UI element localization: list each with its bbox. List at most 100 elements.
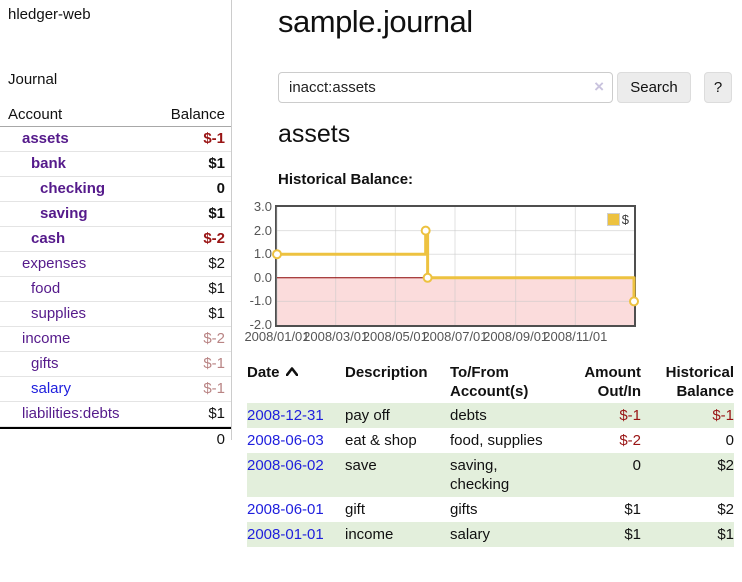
chart-canvas [272, 207, 639, 325]
accounts-header-account: Account [8, 106, 63, 123]
legend-swatch-icon [606, 213, 620, 226]
transaction-date-link[interactable]: 2008-06-01 [247, 501, 324, 518]
account-balance: $-2 [203, 230, 225, 247]
transaction-balance: 0 [725, 432, 734, 449]
y-axis-tick-label: -1.0 [249, 293, 272, 309]
account-row: salary $-1 [0, 377, 231, 402]
historical-balance-chart: $ [272, 205, 639, 327]
account-balance: $1 [208, 305, 225, 322]
account-link[interactable]: income [22, 330, 71, 347]
transaction-description: income [345, 526, 394, 543]
chart-legend: $ [606, 212, 629, 227]
transaction-row: 2008-06-02 save saving, checking 0 $2 [247, 453, 734, 497]
transaction-description: save [345, 457, 377, 474]
account-link[interactable]: saving [40, 205, 88, 222]
legend-label: $ [621, 212, 629, 227]
account-row: food $1 [0, 277, 231, 302]
search-button[interactable]: Search [617, 72, 691, 103]
account-link[interactable]: gifts [31, 355, 59, 372]
x-axis-tick-label: 2008/05/01 [362, 329, 428, 344]
clear-search-icon[interactable]: × [594, 77, 604, 96]
transaction-balance: $-1 [712, 407, 734, 424]
column-header-amount: Amount Out/In [584, 364, 641, 400]
search-input-wrap: × [278, 72, 613, 103]
account-link[interactable]: bank [31, 155, 67, 172]
transaction-balance: $2 [717, 457, 734, 474]
transaction-accounts: debts [450, 407, 487, 424]
transaction-description: pay off [345, 407, 390, 424]
account-row: saving $1 [0, 202, 231, 227]
y-axis-tick-label: 1.0 [253, 246, 272, 262]
account-link[interactable]: supplies [31, 305, 87, 322]
transaction-balance: $1 [717, 526, 734, 543]
account-link[interactable]: cash [31, 230, 66, 247]
column-header-balance: Historical Balance [665, 364, 734, 400]
register-table: Date Description To/From Account(s) Amou… [247, 363, 734, 547]
account-row: income $-2 [0, 327, 231, 352]
account-link[interactable]: expenses [22, 255, 87, 272]
account-row: liabilities:debts $1 [0, 402, 231, 427]
transaction-amount: 0 [632, 457, 641, 474]
accounts-header-balance: Balance [170, 106, 225, 123]
chart-title: Historical Balance: [278, 171, 414, 188]
transaction-amount: $-1 [619, 407, 641, 424]
x-axis-tick-label: 2008/09/01 [483, 329, 549, 344]
account-link[interactable]: assets [22, 130, 69, 147]
transaction-date-link[interactable]: 2008-12-31 [247, 407, 324, 424]
accounts-table-header: Account Balance [0, 102, 231, 127]
account-row: cash $-2 [0, 227, 231, 252]
account-balance: $-1 [203, 380, 225, 397]
help-button[interactable]: ? [704, 72, 732, 103]
transaction-accounts: food, supplies [450, 432, 543, 449]
account-balance: $1 [208, 205, 225, 222]
transaction-description: gift [345, 501, 366, 518]
page-title: sample.journal [278, 4, 473, 39]
accounts-total-row: 0 [0, 427, 231, 449]
column-header-account: To/From Account(s) [450, 364, 529, 400]
account-heading: assets [278, 120, 351, 148]
column-header-date[interactable]: Date [247, 363, 345, 401]
account-link[interactable]: salary [31, 380, 72, 397]
y-axis-tick-label: 3.0 [253, 199, 272, 214]
transaction-amount: $1 [624, 526, 641, 543]
accounts-total-value: 0 [216, 431, 225, 448]
transaction-description: eat & shop [345, 432, 417, 449]
transaction-accounts: gifts [450, 501, 478, 518]
account-balance: 0 [216, 180, 225, 197]
transaction-date-link[interactable]: 2008-06-02 [247, 457, 324, 474]
account-balance: $-2 [203, 330, 225, 347]
account-balance: $1 [208, 155, 225, 172]
accounts-table: Account Balance assets $-1 bank $1 checking 0… [0, 102, 231, 449]
account-balance: $2 [208, 255, 225, 272]
account-row: expenses $2 [0, 252, 231, 277]
account-row: checking 0 [0, 177, 231, 202]
column-header-description: Description [345, 364, 428, 381]
account-balance: $1 [208, 280, 225, 297]
account-row: bank $1 [0, 152, 231, 177]
transaction-date-link[interactable]: 2008-06-03 [247, 432, 324, 449]
account-row: gifts $-1 [0, 352, 231, 377]
y-axis-tick-label: 2.0 [253, 222, 272, 238]
app-title-link[interactable]: hledger-web [8, 6, 91, 23]
sort-ascending-icon [285, 367, 298, 377]
transaction-date-link[interactable]: 2008-01-01 [247, 526, 324, 543]
transaction-amount: $1 [624, 501, 641, 518]
transaction-accounts: saving, checking [450, 457, 510, 493]
transaction-row: 2008-01-01 income salary $1 $1 [247, 522, 734, 547]
transaction-balance: $2 [717, 501, 734, 518]
transaction-row: 2008-06-01 gift gifts $1 $2 [247, 497, 734, 522]
transaction-accounts: salary [450, 526, 491, 543]
transaction-amount: $-2 [619, 432, 641, 449]
account-link[interactable]: food [31, 280, 61, 297]
sidebar-item-journal[interactable]: Journal [8, 71, 58, 88]
x-axis-tick-label: 2008/01/01 [244, 329, 310, 344]
x-axis-tick-label: 2008/11/01 [543, 329, 608, 344]
x-axis-tick-label: 2008/07/01 [422, 329, 488, 344]
account-row: supplies $1 [0, 302, 231, 327]
y-axis-tick-label: 0.0 [253, 269, 272, 285]
account-link[interactable]: liabilities:debts [22, 405, 120, 422]
account-link[interactable]: checking [40, 180, 106, 197]
transaction-row: 2008-12-31 pay off debts $-1 $-1 [247, 403, 734, 428]
search-input[interactable] [278, 72, 613, 103]
